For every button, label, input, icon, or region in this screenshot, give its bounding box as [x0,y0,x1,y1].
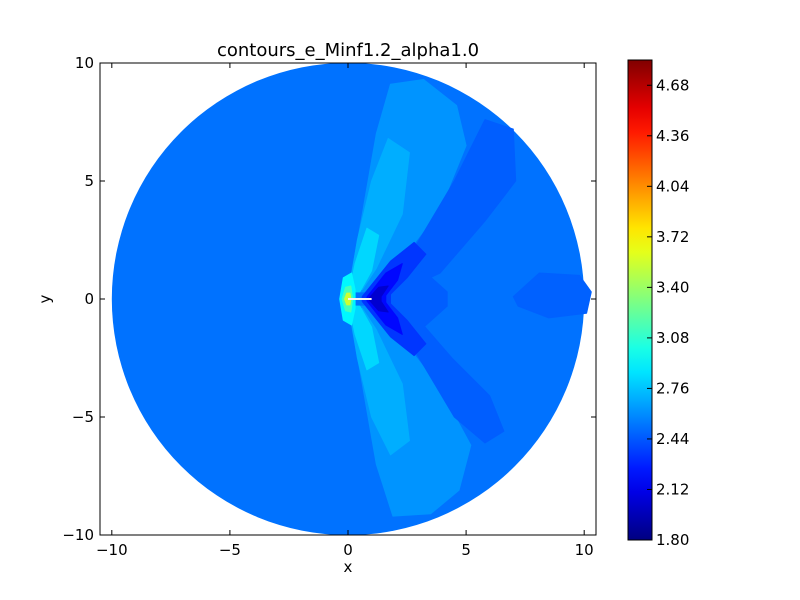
y-tick-label: 5 [84,172,94,190]
colorbar-tick-label: 2.76 [656,379,689,397]
y-axis: −10 −5 0 5 10 [62,54,596,544]
colorbar-ticks: 1.80 2.12 2.44 2.76 3.08 3.40 3.72 4.04 4.36 4.68 [647,76,689,549]
colorbar-tick-label: 4.36 [656,127,689,145]
x-tick-label: 0 [343,541,353,559]
contour-region-expansion-fan-core [368,285,389,313]
contour-region-expansion-fan-outer [361,241,427,357]
x-tick-label: −5 [219,541,241,559]
chart-title: contours_e_Minf1.2_alpha1.0 [217,40,479,61]
x-axis-label: x [344,558,353,576]
colorbar-tick-label: 2.12 [656,480,689,498]
plot-area [111,63,592,535]
colorbar-tick-label: 3.08 [656,329,689,347]
x-axis: −10 −5 0 5 10 [96,63,594,559]
contour-region-center-wake-lobe [375,270,448,328]
contour-region-expansion-fan-mid [366,263,403,335]
y-axis-label: y [36,294,54,303]
y-tick-label: 0 [84,290,94,308]
contour-region-upper-plume-inner [348,227,380,293]
contour-regions [339,79,592,517]
colorbar-tick-label: 3.40 [656,278,689,296]
y-tick-label: 10 [75,54,94,72]
x-tick-label: 10 [575,541,594,559]
y-tick-label: −5 [72,408,94,426]
x-tick-label: −10 [96,541,128,559]
colorbar-tick-label: 4.68 [656,76,689,94]
colorbar-tick-label: 3.72 [656,228,689,246]
contour-region-far-wake-blob [512,272,592,319]
colorbar-tick-label: 4.04 [656,177,689,195]
colorbar: 1.80 2.12 2.44 2.76 3.08 3.40 3.72 4.04 4.36 4.68 [627,59,689,549]
colorbar-bar [627,59,653,541]
y-tick-label: −10 [62,526,94,544]
colorbar-tick-label: 2.44 [656,430,689,448]
x-tick-label: 5 [461,541,471,559]
contour-region-lower-plume-inner [348,305,380,371]
colorbar-tick-label: 1.80 [656,531,689,549]
